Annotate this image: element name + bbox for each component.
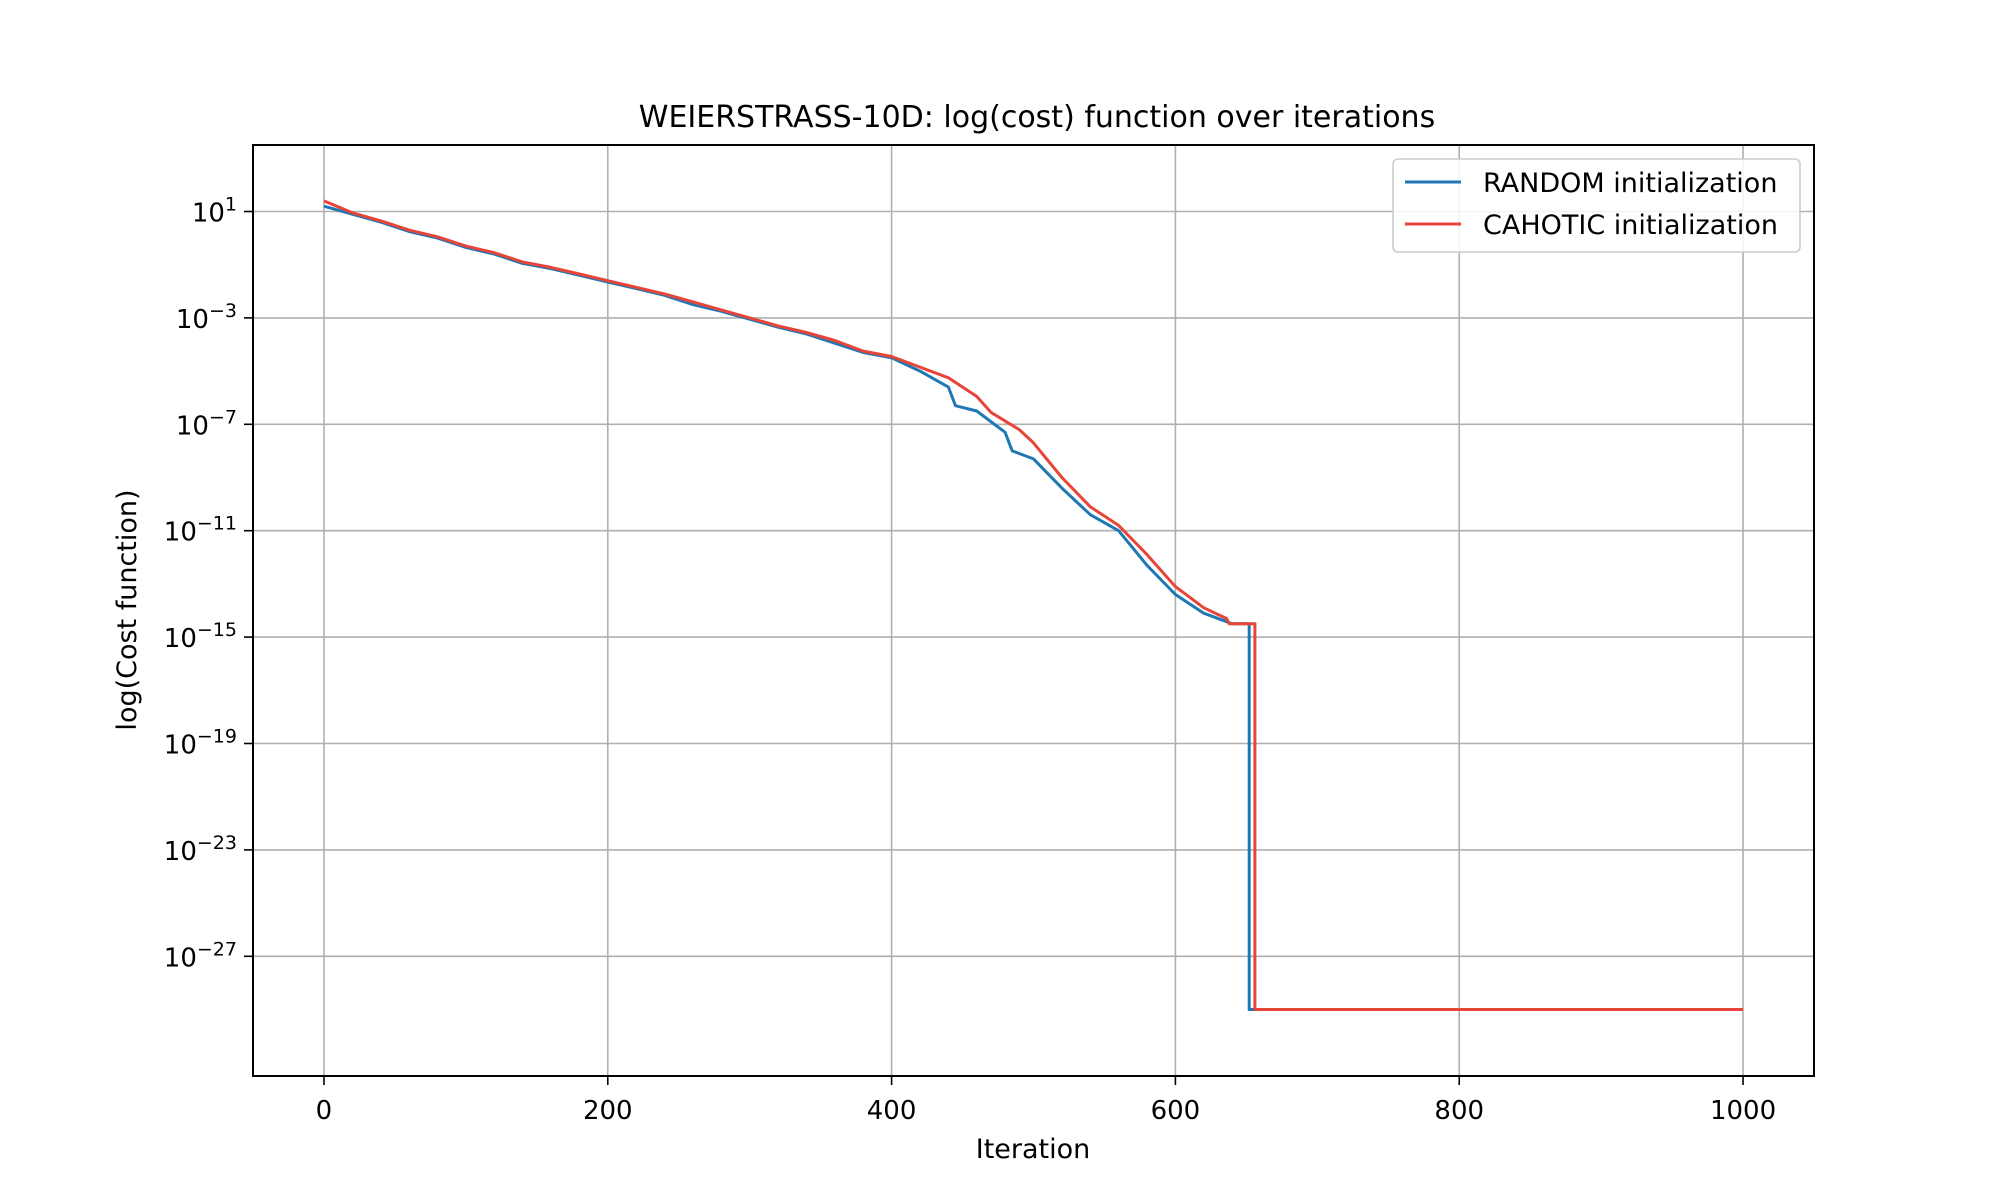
y-tick-label: 10−19 [164, 726, 237, 761]
chart-title: WEIERSTRASS-10D: log(cost) function over… [639, 100, 1435, 135]
y-tick-label: 10−3 [176, 300, 237, 335]
series-lines [323, 199, 1743, 1011]
legend-label-random: RANDOM initialization [1483, 168, 1777, 199]
x-tick-label: 600 [1151, 1096, 1201, 1126]
x-tick-label: 400 [867, 1096, 917, 1126]
x-tick-label: 1000 [1710, 1096, 1776, 1126]
y-tick-label: 101 [192, 194, 237, 229]
x-tick-label: 200 [583, 1096, 633, 1126]
x-axis-label: Iteration [976, 1134, 1091, 1165]
legend: RANDOM initialization CAHOTIC initializa… [1392, 158, 1801, 253]
plot-frame [252, 144, 1815, 1077]
y-tick-label: 10−23 [164, 832, 237, 867]
legend-box [1392, 158, 1801, 253]
y-tick-label: 10−7 [176, 406, 237, 441]
y-tick-label: 10−11 [164, 513, 237, 548]
series-line-random [323, 204, 1743, 1011]
grid-lines [253, 145, 1814, 1076]
y-tick-label: 10−27 [164, 938, 237, 973]
legend-label-cahotic: CAHOTIC initialization [1483, 210, 1778, 241]
y-axis-label: log(Cost function) [112, 489, 143, 730]
x-tick-label: 800 [1434, 1096, 1484, 1126]
axis-ticks: 0 200 400 600 800 1000 101 10−3 10−7 10−11 10−15 10… [164, 194, 1776, 1127]
y-tick-label: 10−15 [164, 619, 237, 654]
x-tick-label: 0 [316, 1096, 333, 1126]
series-line-cahotic [323, 199, 1743, 1011]
